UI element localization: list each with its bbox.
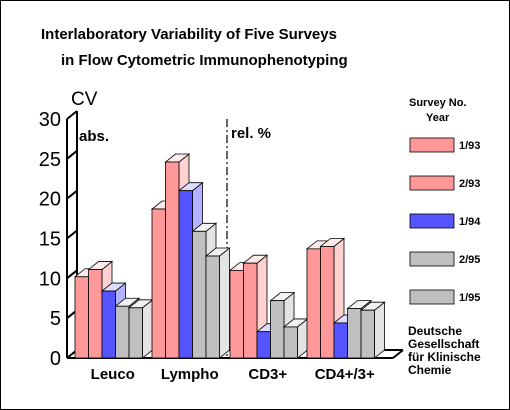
y-tick-6: [66, 110, 78, 120]
legend-label-3: 2/95: [459, 254, 480, 266]
legend: 1/93 2/93 1/94 2/95 1/95: [409, 137, 481, 305]
legend-swatch-2: [409, 213, 455, 229]
bar-front-3-1: [320, 246, 335, 359]
bar-front-1-1: [165, 161, 180, 359]
bar-front-2-3: [270, 300, 285, 359]
chart-title-line-2: in Flow Cytometric Immunophenotyping: [61, 52, 348, 69]
y-tick-label-0: 0: [50, 348, 61, 370]
legend-title-line-2: Year: [426, 112, 450, 124]
source-line-4: Chemie: [408, 363, 452, 377]
bar-front-1-2: [178, 190, 193, 359]
bar-front-0-2: [101, 290, 116, 359]
legend-swatch-1: [409, 175, 455, 191]
x-axis-end-line: [392, 349, 404, 359]
y-tick-2: [66, 269, 78, 280]
bar-front-3-4: [360, 309, 375, 359]
bar-side-1-4: [219, 247, 230, 359]
bar-front-1-3: [192, 230, 207, 359]
chart-title-line-1: Interlaboratory Variability of Five Surv…: [41, 26, 337, 43]
bar-1-4: [204, 247, 231, 359]
region-label-relative: rel. %: [231, 125, 271, 142]
category-label-0: Leuco: [91, 366, 135, 383]
bar-front-0-1: [88, 269, 103, 359]
y-tick-3: [66, 229, 78, 240]
y-tick-5: [66, 150, 78, 160]
y-tick-label-4: 20: [39, 189, 61, 211]
category-label-2: CD3+: [248, 366, 287, 383]
plot-area: 0 5 10 15 20 25 30 Leuco Lympho CD3+ CD4+/3+: [39, 109, 404, 383]
bar-front-3-2: [333, 322, 348, 359]
legend-swatch-3: [409, 251, 455, 267]
legend-label-0: 1/93: [459, 140, 480, 152]
bar-front-0-3: [115, 305, 130, 359]
y-tick-label-2: 10: [39, 268, 61, 290]
y-tick-label-6: 30: [39, 109, 61, 131]
y-tick-label-5: 25: [39, 149, 61, 171]
legend-title-line-1: Survey No.: [409, 97, 466, 109]
legend-swatch-4: [409, 289, 455, 305]
bar-front-0-0: [74, 276, 89, 359]
bar-3-4: [359, 301, 386, 359]
legend-label-4: 1/95: [459, 292, 480, 304]
bar-2-4: [282, 318, 309, 359]
bar-front-0-4: [128, 307, 143, 359]
source-line-3: für Klinische: [408, 350, 481, 364]
y-tick-label-1: 5: [50, 308, 61, 330]
bar-side-3-4: [374, 301, 385, 359]
bar-front-2-1: [243, 262, 258, 359]
category-label-1: Lympho: [161, 366, 219, 383]
bar-front-3-0: [306, 248, 321, 359]
legend-swatch-0: [409, 137, 455, 153]
bar-front-2-2: [256, 331, 271, 359]
bar-front-2-4: [283, 326, 298, 359]
y-axis-label: CV: [71, 89, 98, 110]
category-label-3: CD4+/3+: [315, 366, 375, 383]
bar-front-1-4: [205, 255, 220, 359]
y-tick-label-3: 15: [39, 229, 61, 251]
source-line-2: Gesellschaft: [408, 337, 479, 351]
region-label-absolute: abs.: [79, 128, 109, 145]
y-tick-4: [66, 189, 78, 200]
bar-side-0-4: [142, 298, 153, 359]
bar-front-3-3: [347, 308, 362, 359]
source-line-1: Deutsche: [408, 324, 462, 338]
legend-label-2: 1/94: [459, 216, 481, 228]
bar-front-1-0: [151, 208, 166, 359]
bar-0-4: [127, 298, 154, 359]
bar-front-2-0: [229, 269, 244, 359]
legend-label-1: 2/93: [459, 178, 480, 190]
